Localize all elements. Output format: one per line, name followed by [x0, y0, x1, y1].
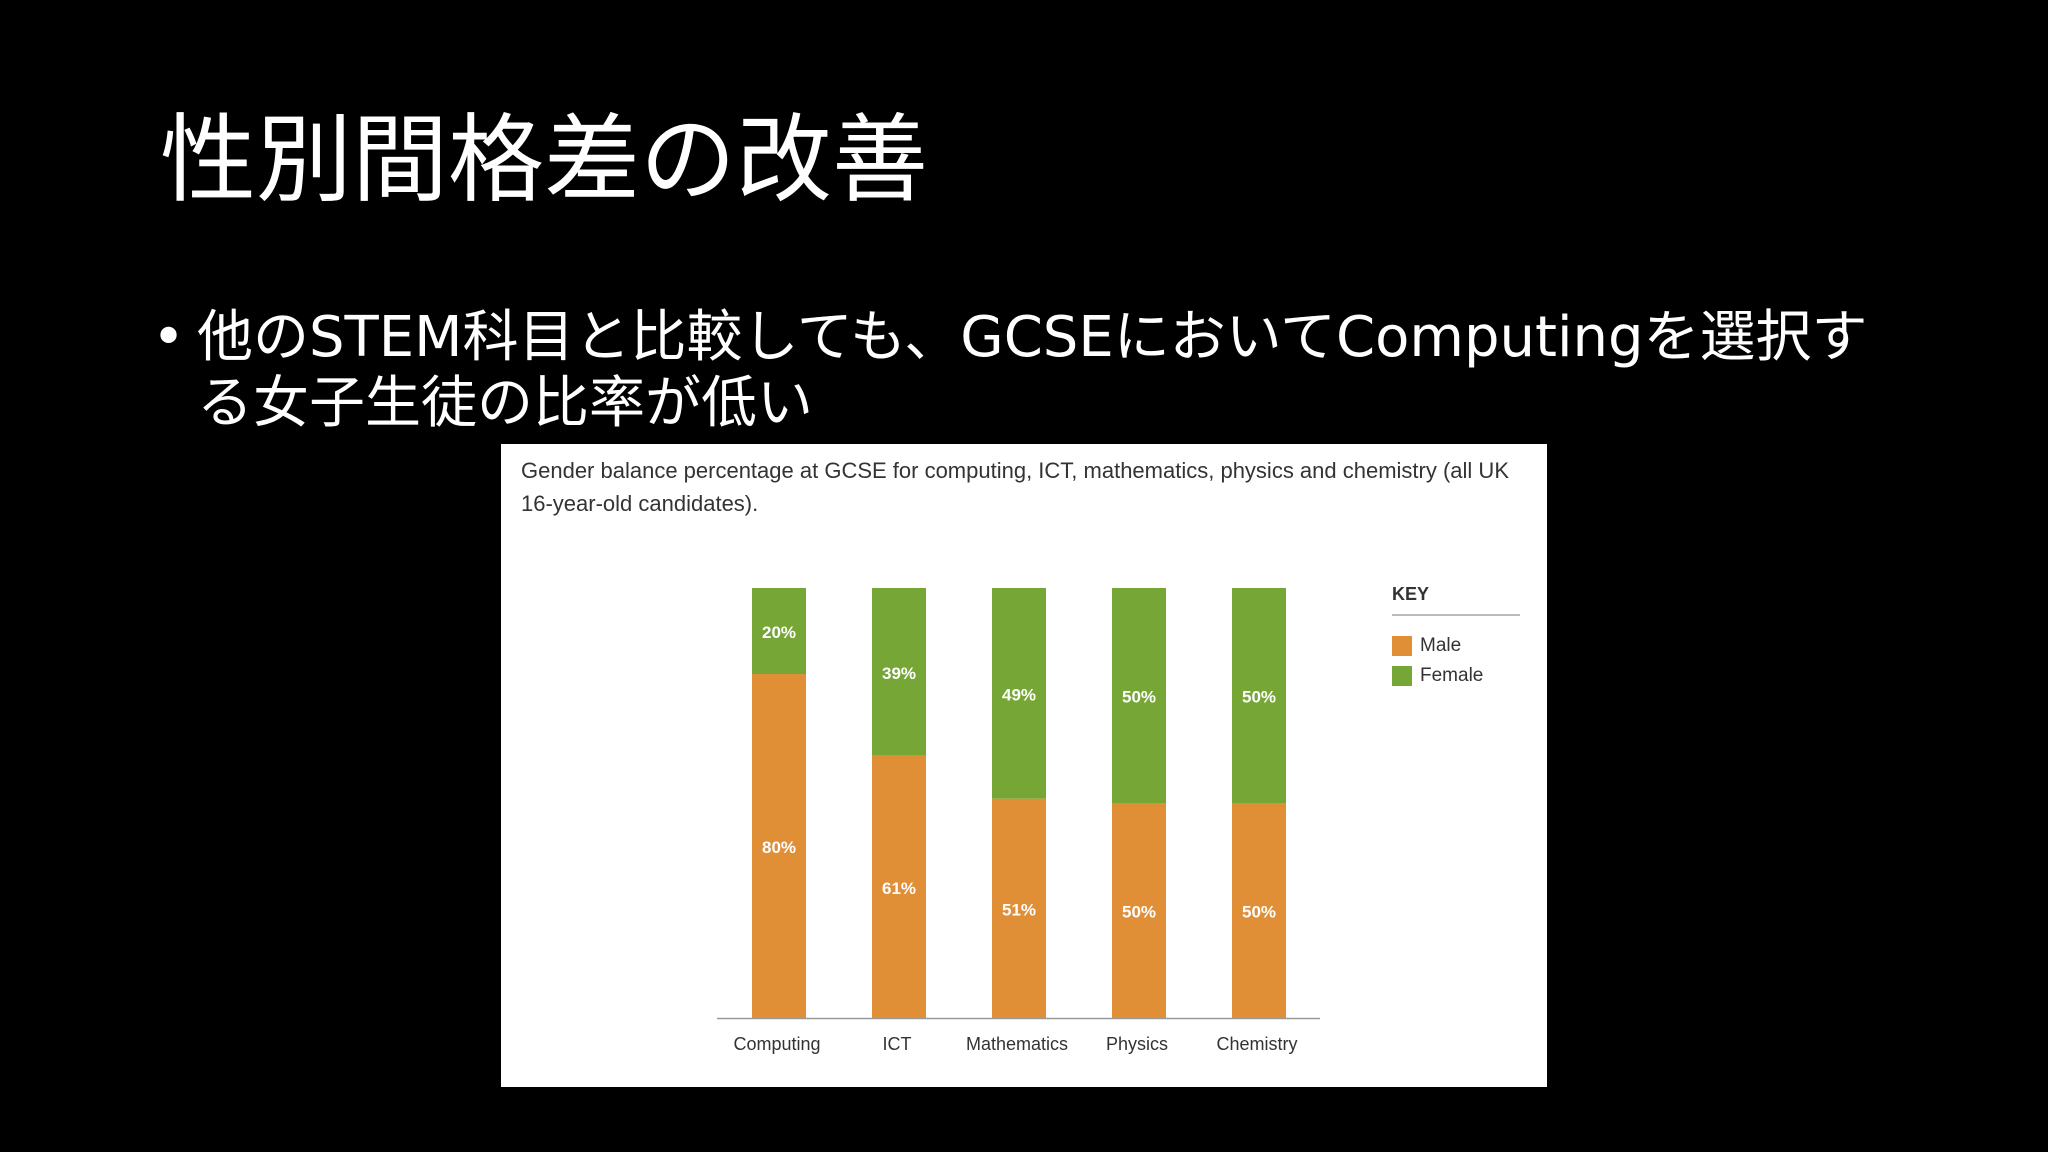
x-tick-label-computing: Computing [733, 1034, 820, 1054]
chart-panel: Gender balance percentage at GCSE for co… [501, 444, 1547, 1087]
bullet-dot: • [152, 305, 186, 370]
bar-mathematics-female [992, 588, 1046, 799]
legend-title: KEY [1392, 584, 1430, 604]
slide-title: 性別間格差の改善 [160, 104, 928, 216]
bar-physics-male [1112, 803, 1166, 1018]
data-label-ict-female: 39% [882, 664, 916, 683]
data-label-physics-male: 50% [1122, 903, 1156, 922]
chart-title: Gender balance percentage at GCSE for co… [521, 458, 1509, 516]
legend-item-male: Male [1392, 635, 1461, 657]
legend-label-male: Male [1420, 635, 1462, 656]
data-label-ict-male: 61% [882, 879, 916, 898]
bar-chemistry-female [1232, 588, 1286, 803]
bar-chemistry-male [1232, 803, 1286, 1018]
legend-divider [1392, 614, 1520, 616]
bar-computing-female [752, 588, 806, 674]
data-label-mathematics-female: 49% [1002, 685, 1036, 704]
data-label-chemistry-female: 50% [1242, 688, 1276, 707]
bullet-text: 他のSTEM科目と比較しても、GCSEにおいてComputingを選択する女子生… [197, 305, 1868, 436]
bar-mathematics-male [992, 798, 1046, 1018]
legend-item-female: Female [1392, 665, 1483, 687]
data-label-computing-female: 20% [762, 623, 796, 642]
data-label-chemistry-male: 50% [1242, 903, 1276, 922]
x-tick-label-mathematics: Mathematics [966, 1034, 1068, 1054]
legend-swatch-male [1392, 636, 1412, 656]
data-label-physics-female: 50% [1122, 688, 1156, 707]
x-tick-label-ict: ICT [883, 1034, 912, 1054]
bar-computing-male [752, 674, 806, 1018]
bar-physics-female [1112, 588, 1166, 803]
data-label-computing-male: 80% [762, 838, 796, 857]
legend-label-female: Female [1420, 665, 1484, 686]
x-tick-label-chemistry: Chemistry [1216, 1034, 1297, 1054]
bar-chart: 80% 20% Computing 61% 39% ICT 51% 49% Mathematic… [717, 588, 1320, 1054]
bullet-point: • 他のSTEM科目と比較しても、GCSEにおいてComputingを選択する女… [152, 305, 1872, 437]
data-label-mathematics-male: 51% [1002, 900, 1036, 919]
bar-ict-female [872, 588, 926, 756]
legend-swatch-female [1392, 666, 1412, 686]
bar-ict-male [872, 755, 926, 1018]
x-tick-label-physics: Physics [1106, 1034, 1168, 1054]
